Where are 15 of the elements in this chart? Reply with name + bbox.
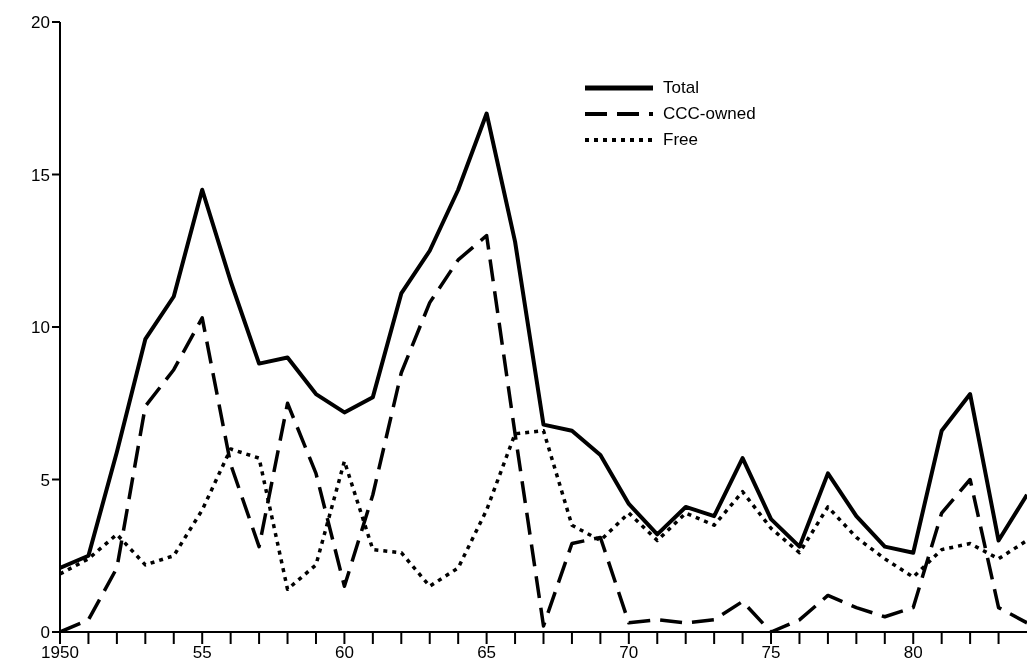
y-tick-label: 0 — [40, 623, 50, 643]
x-tick-label: 80 — [903, 643, 923, 663]
x-tick-label: 65 — [477, 643, 497, 663]
y-tick-label: 10 — [31, 318, 50, 338]
y-tick-label: 5 — [40, 470, 50, 490]
legend-label: CCC-owned — [663, 104, 756, 124]
y-tick-label: 15 — [31, 165, 50, 185]
x-tick-label: 70 — [619, 643, 639, 663]
x-tick-label: 60 — [334, 643, 354, 663]
x-tick-label: 55 — [192, 643, 212, 663]
y-tick-label: 20 — [31, 13, 50, 33]
x-tick-label: 75 — [761, 643, 781, 663]
x-tick-label: 1950 — [41, 643, 79, 663]
legend-label: Total — [663, 78, 699, 98]
legend-label: Free — [663, 130, 698, 150]
